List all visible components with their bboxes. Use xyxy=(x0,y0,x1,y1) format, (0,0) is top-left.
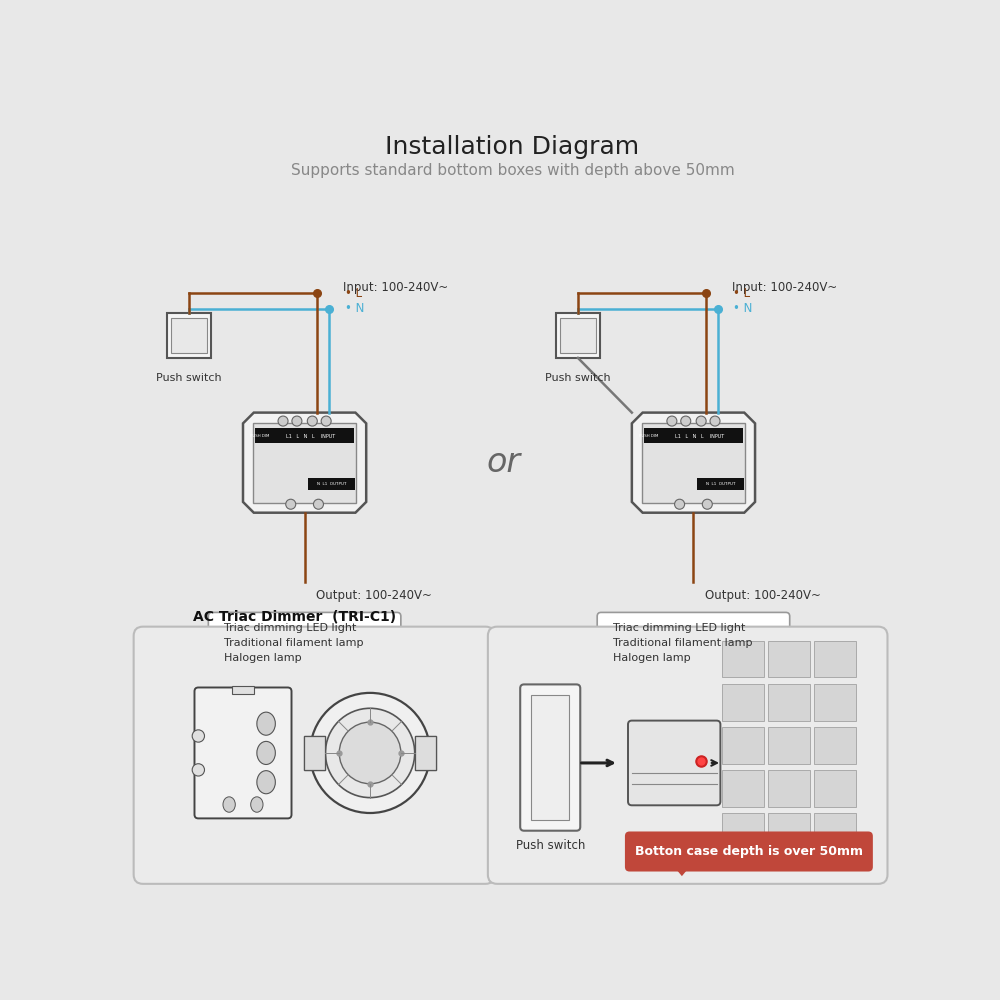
Ellipse shape xyxy=(251,797,263,812)
Text: • N: • N xyxy=(733,302,753,315)
Text: Push switch: Push switch xyxy=(545,373,611,383)
FancyBboxPatch shape xyxy=(531,695,569,820)
Text: L1   L   N   L    INPUT: L1 L N L INPUT xyxy=(286,434,335,439)
FancyBboxPatch shape xyxy=(597,612,790,686)
Text: PUSH DIM: PUSH DIM xyxy=(250,434,270,438)
FancyBboxPatch shape xyxy=(415,736,436,770)
Bar xyxy=(768,813,810,850)
FancyBboxPatch shape xyxy=(253,423,356,503)
Text: or: or xyxy=(486,446,520,479)
FancyBboxPatch shape xyxy=(625,831,873,872)
Bar xyxy=(814,641,856,677)
Text: Push switch: Push switch xyxy=(516,839,585,852)
Bar xyxy=(768,641,810,677)
Bar xyxy=(722,641,764,677)
FancyBboxPatch shape xyxy=(171,318,207,353)
Bar xyxy=(768,770,810,807)
Ellipse shape xyxy=(223,797,235,812)
FancyBboxPatch shape xyxy=(134,627,495,884)
Text: Output: 100-240V~: Output: 100-240V~ xyxy=(316,589,432,602)
Text: Input: 100-240V~: Input: 100-240V~ xyxy=(732,281,837,294)
Circle shape xyxy=(681,416,691,426)
FancyBboxPatch shape xyxy=(415,736,436,770)
Text: Triac dimming LED light
Traditional filament lamp
Halogen lamp: Triac dimming LED light Traditional fila… xyxy=(224,623,363,663)
Circle shape xyxy=(667,416,677,426)
Circle shape xyxy=(675,499,685,509)
FancyBboxPatch shape xyxy=(560,318,596,353)
FancyBboxPatch shape xyxy=(304,736,325,770)
Circle shape xyxy=(313,499,323,509)
Bar xyxy=(814,813,856,850)
Polygon shape xyxy=(243,413,366,513)
Circle shape xyxy=(702,499,712,509)
Text: Output: 100-240V~: Output: 100-240V~ xyxy=(705,589,821,602)
Polygon shape xyxy=(632,413,755,513)
Bar xyxy=(814,684,856,721)
FancyBboxPatch shape xyxy=(697,478,744,490)
Text: AC Triac Dimmer  (TRI-C1): AC Triac Dimmer (TRI-C1) xyxy=(193,610,396,624)
FancyBboxPatch shape xyxy=(520,684,580,831)
Text: Triac dimming LED light
Traditional filament lamp
Halogen lamp: Triac dimming LED light Traditional fila… xyxy=(613,623,752,663)
FancyBboxPatch shape xyxy=(628,721,720,805)
Circle shape xyxy=(325,708,415,798)
FancyBboxPatch shape xyxy=(642,423,745,503)
Bar xyxy=(814,770,856,807)
Bar xyxy=(722,813,764,850)
Bar xyxy=(722,770,764,807)
Text: • N: • N xyxy=(345,302,364,315)
FancyBboxPatch shape xyxy=(556,313,600,358)
Text: N  L1  OUTPUT: N L1 OUTPUT xyxy=(706,482,735,486)
FancyBboxPatch shape xyxy=(255,428,354,443)
Bar xyxy=(768,727,810,764)
Circle shape xyxy=(292,416,302,426)
FancyBboxPatch shape xyxy=(232,686,254,694)
FancyBboxPatch shape xyxy=(304,736,325,770)
Text: • L: • L xyxy=(733,287,751,300)
Text: PUSH DIM: PUSH DIM xyxy=(639,434,658,438)
Polygon shape xyxy=(674,867,690,876)
Text: Botton case depth is over 50mm: Botton case depth is over 50mm xyxy=(635,845,863,858)
FancyBboxPatch shape xyxy=(308,478,355,490)
Circle shape xyxy=(696,416,706,426)
Text: Push switch: Push switch xyxy=(156,373,222,383)
Text: • L: • L xyxy=(345,287,362,300)
Circle shape xyxy=(310,693,430,813)
Circle shape xyxy=(710,416,720,426)
Circle shape xyxy=(192,764,205,776)
Text: Installation Diagram: Installation Diagram xyxy=(385,135,640,159)
Bar xyxy=(722,684,764,721)
FancyBboxPatch shape xyxy=(644,428,743,443)
Bar xyxy=(814,727,856,764)
Text: Input: 100-240V~: Input: 100-240V~ xyxy=(343,281,448,294)
Ellipse shape xyxy=(257,771,275,794)
Circle shape xyxy=(286,499,296,509)
FancyBboxPatch shape xyxy=(194,687,292,818)
FancyBboxPatch shape xyxy=(167,313,211,358)
Circle shape xyxy=(192,730,205,742)
Text: N  L1  OUTPUT: N L1 OUTPUT xyxy=(317,482,346,486)
Text: L1   L   N   L    INPUT: L1 L N L INPUT xyxy=(675,434,724,439)
Text: Supports standard bottom boxes with depth above 50mm: Supports standard bottom boxes with dept… xyxy=(291,163,734,178)
Bar xyxy=(722,727,764,764)
Bar xyxy=(768,684,810,721)
FancyBboxPatch shape xyxy=(208,612,401,686)
Ellipse shape xyxy=(257,741,275,764)
FancyBboxPatch shape xyxy=(488,627,887,884)
Circle shape xyxy=(321,416,331,426)
Circle shape xyxy=(307,416,317,426)
Ellipse shape xyxy=(257,712,275,735)
Circle shape xyxy=(278,416,288,426)
Circle shape xyxy=(339,722,401,784)
